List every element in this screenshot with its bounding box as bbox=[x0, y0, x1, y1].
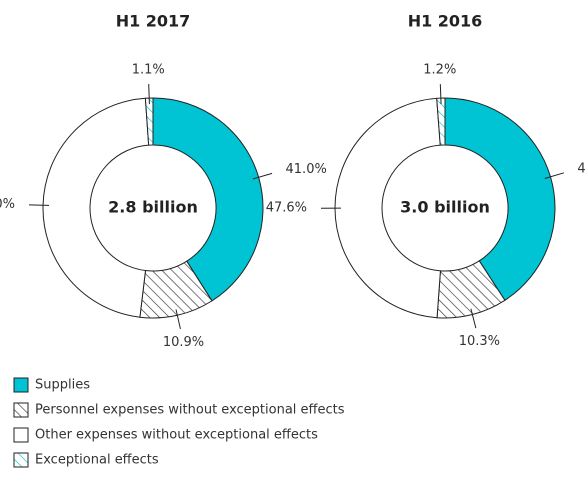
donut-slice bbox=[42, 97, 150, 318]
leader-line bbox=[252, 172, 273, 180]
data-label: 10.9% bbox=[163, 335, 204, 350]
leader-line bbox=[148, 84, 150, 105]
legend-label: Exceptional effects bbox=[35, 453, 159, 468]
donut-slice bbox=[334, 97, 441, 319]
legend-swatch bbox=[13, 452, 29, 468]
data-label: 41.0% bbox=[286, 162, 327, 177]
donut-slice bbox=[152, 97, 264, 302]
chart-title: H1 2017 bbox=[116, 12, 191, 31]
leader-line bbox=[175, 309, 181, 330]
center-label: 2.8 billion bbox=[108, 198, 198, 217]
legend-swatch bbox=[13, 377, 29, 393]
data-label: 47.6% bbox=[266, 201, 307, 216]
legend-label: Personnel expenses without exceptional e… bbox=[35, 403, 345, 418]
donut-slice bbox=[144, 97, 154, 146]
chart-title: H1 2016 bbox=[408, 12, 483, 31]
legend-swatch bbox=[13, 427, 29, 443]
data-label: 1.2% bbox=[423, 63, 456, 78]
donut-slice bbox=[436, 97, 446, 146]
center-label: 3.0 billion bbox=[400, 198, 490, 217]
donut-slice bbox=[444, 97, 556, 301]
data-label: 1.1% bbox=[132, 63, 165, 78]
leader-line bbox=[544, 172, 565, 179]
leader-line bbox=[439, 84, 442, 105]
leader-line bbox=[470, 308, 477, 329]
data-label: 47.0% bbox=[0, 197, 15, 212]
legend-swatch bbox=[13, 402, 29, 418]
legend-label: Supplies bbox=[35, 378, 90, 393]
legend-label: Other expenses without exceptional effec… bbox=[35, 428, 318, 443]
leader-line bbox=[29, 204, 50, 206]
data-label: 40.8% bbox=[577, 161, 586, 176]
data-label: 10.3% bbox=[459, 334, 500, 349]
